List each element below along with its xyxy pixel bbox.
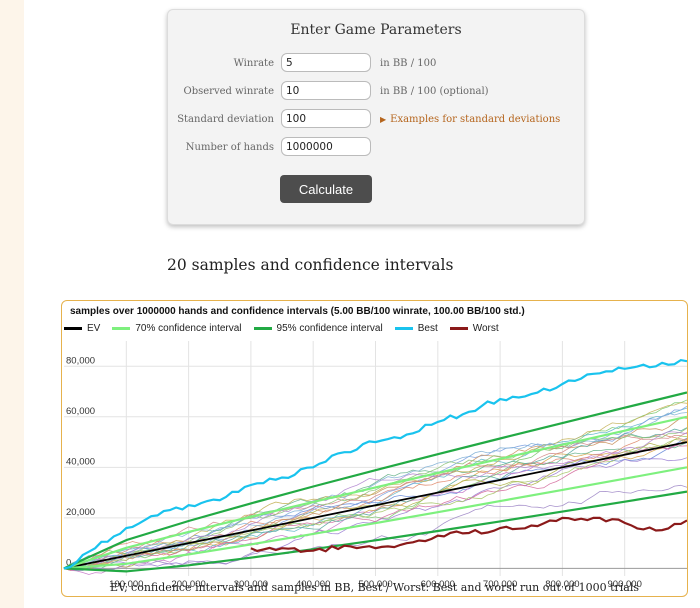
game-parameters-panel: Enter Game Parameters Winrate in BB / 10…: [167, 9, 585, 225]
95-confidence-interval-upper-line: [63, 391, 687, 570]
ev-line: [63, 441, 687, 570]
chart-svg: 100,000 200,000 300,000 400,000 500,000 600,0…: [63, 341, 687, 590]
panel-title: Enter Game Parameters: [290, 22, 462, 38]
legend-item-3: Best: [394, 323, 438, 334]
sample-line-19: [63, 431, 687, 569]
legend-label-3: Best: [417, 323, 438, 334]
x-tick-label-0: 100,000: [109, 579, 143, 590]
y-tick-label-0: 0: [66, 557, 71, 568]
legend-item-1: 70% confidence interval: [112, 323, 242, 334]
best-line: [63, 358, 687, 570]
observed-winrate-input[interactable]: [281, 81, 371, 100]
calculate-button[interactable]: Calculate: [280, 175, 372, 203]
x-tick-label-7: 800,000: [545, 579, 579, 590]
y-tick-label-2: 40,000: [66, 456, 95, 467]
legend-item-4: Worst: [449, 323, 499, 334]
chart-container: 100,000 200,000 300,000 400,000 500,000 600,0…: [61, 300, 688, 597]
legend-item-2: 95% confidence interval: [253, 323, 383, 334]
legend-swatch-0: [64, 327, 82, 330]
sample-line-15: [63, 402, 687, 571]
observed-winrate-unit: in BB / 100 (optional): [380, 86, 489, 97]
worst-line: [250, 516, 687, 553]
legend-swatch-3: [394, 327, 413, 330]
x-tick-label-3: 400,000: [296, 579, 330, 590]
x-tick-label-6: 700,000: [483, 579, 517, 590]
x-tick-label-5: 600,000: [421, 579, 455, 590]
x-tick-label-8: 900,000: [608, 579, 642, 590]
95-confidence-interval-lower-line: [63, 490, 687, 573]
sample-line-13: [63, 427, 687, 569]
sample-line-3: [63, 438, 687, 570]
y-tick-label-3: 60,000: [66, 406, 95, 417]
legend-label-4: Worst: [472, 323, 499, 334]
70-confidence-interval-upper-line: [63, 415, 687, 570]
chart-legend: EV 70% confidence interval 95% confidence …: [64, 323, 499, 334]
legend-label-0: EV: [87, 323, 101, 334]
legend-label-1: 70% confidence interval: [135, 323, 242, 334]
standard-deviation-input[interactable]: [281, 109, 371, 128]
x-tick-label-2: 300,000: [234, 579, 268, 590]
winrate-input[interactable]: [281, 53, 371, 72]
section-heading: 20 samples and confidence intervals: [167, 256, 454, 274]
chart-caption: EV, confidence intervals and samples in …: [110, 581, 639, 594]
sample-line-11: [63, 435, 687, 569]
x-tick-label-4: 500,000: [358, 579, 392, 590]
70-confidence-interval-lower-line: [63, 466, 687, 570]
sample-line-10: [63, 405, 687, 569]
sample-line-14: [63, 484, 687, 570]
y-tick-label-4: 80,000: [66, 355, 95, 366]
examples-std-link[interactable]: ▶ Examples for standard deviations: [380, 114, 560, 125]
legend-label-2: 95% confidence interval: [276, 323, 383, 334]
number-of-hands-label: Number of hands: [185, 142, 274, 153]
observed-winrate-label: Observed winrate: [183, 86, 274, 97]
sample-line-2: [63, 399, 687, 569]
x-tick-label-1: 200,000: [171, 579, 205, 590]
legend-swatch-1: [112, 327, 131, 330]
chart-title: samples over 1000000 hands and confidenc…: [70, 306, 525, 317]
legend-swatch-4: [449, 327, 468, 330]
standard-deviation-label: Standard deviation: [177, 114, 274, 125]
page-side-stripe: [0, 0, 24, 608]
number-of-hands-input[interactable]: [281, 137, 371, 156]
legend-item-0: EV: [64, 323, 100, 334]
triangle-right-icon: ▶: [380, 115, 387, 124]
winrate-label: Winrate: [233, 58, 274, 69]
legend-swatch-2: [253, 327, 272, 330]
winrate-unit: in BB / 100: [380, 58, 437, 69]
y-tick-label-1: 20,000: [66, 507, 95, 518]
examples-std-link-text: Examples for standard deviations: [390, 114, 561, 125]
